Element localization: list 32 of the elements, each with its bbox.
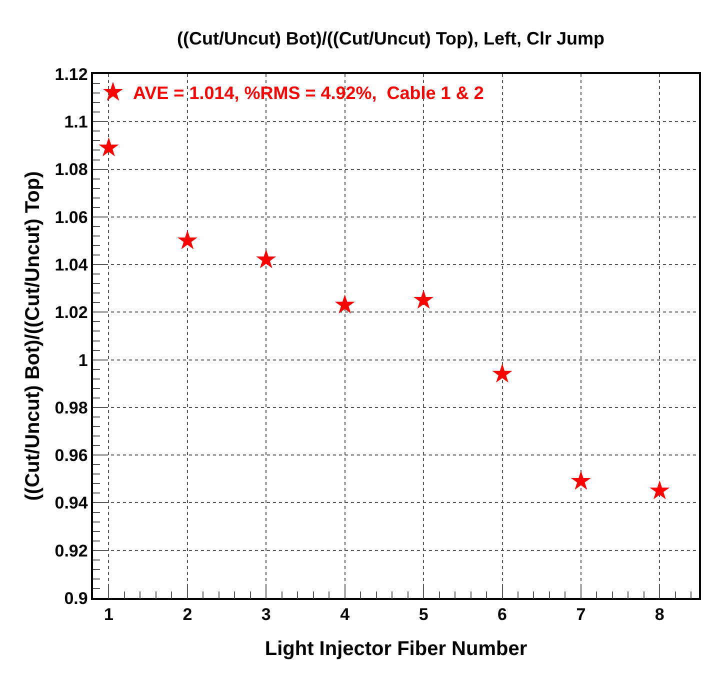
y-tick-label: 1 — [78, 350, 88, 370]
x-tick-label: 7 — [576, 605, 586, 624]
x-tick-label: 6 — [498, 605, 507, 624]
legend-label: AVE = 1.014, %RMS = 4.92%, Cable 1 & 2 — [133, 83, 484, 104]
point — [414, 290, 434, 309]
point — [650, 480, 670, 500]
point — [334, 294, 355, 314]
point — [256, 249, 276, 268]
point — [570, 470, 591, 490]
y-tick-label: 1.12 — [54, 64, 88, 84]
y-tick-label: 1.06 — [54, 208, 88, 227]
y-tick-label: 1.08 — [54, 160, 88, 180]
y-tick-label: 0.98 — [54, 398, 88, 418]
y-axis-title: ((Cut/Uncut) Bot)/((Cut/Uncut) Top) — [22, 171, 44, 501]
y-tick-label: 1.04 — [54, 256, 88, 274]
x-axis-title: Light Injector Fiber Number — [264, 638, 528, 660]
y-tick-label: 0.9 — [64, 588, 88, 608]
x-tick-label: 8 — [654, 605, 664, 624]
chart-title: ((Cut/Uncut) Bot)/((Cut/Uncut) Top), Left, Clr Jump — [176, 28, 605, 49]
point — [98, 137, 119, 156]
point — [492, 364, 512, 383]
y-tick-label: 1.02 — [54, 303, 88, 322]
point — [177, 230, 198, 250]
y-tick-label: 1.1 — [64, 112, 88, 132]
x-tick-label: 1 — [104, 605, 114, 624]
x-tick-label: 5 — [418, 605, 428, 624]
y-tick-label: 0.92 — [54, 541, 88, 560]
y-tick-label: 0.96 — [54, 446, 88, 466]
x-tick-label: 3 — [261, 605, 271, 624]
x-tick-label: 4 — [340, 605, 350, 624]
x-tick-label: 2 — [182, 605, 192, 624]
y-tick-label: 0.94 — [54, 494, 88, 513]
